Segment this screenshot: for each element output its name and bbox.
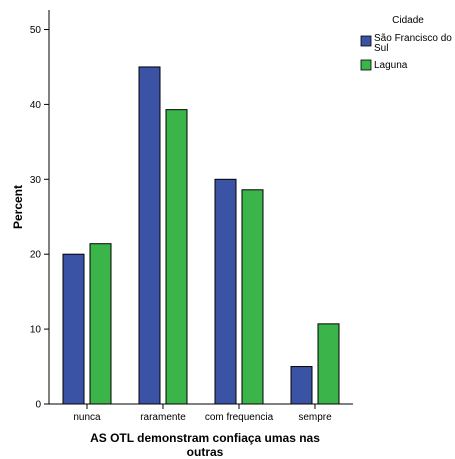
bar-sao-francisco-3 [290,366,313,405]
bars [62,66,340,405]
x-tick-label: sempre [298,412,332,423]
legend: Cidade São Francisco do Sul Laguna [360,15,452,71]
x-tick-label: nunca [73,412,101,423]
x-tick-label: com frequencia [205,412,274,423]
legend-swatch-sao-francisco [360,35,372,47]
legend-label-sao-francisco-line-1: São Francisco do [374,33,452,44]
x-axis-title-line-2: outras [187,445,224,459]
x-tick-label: raramente [140,412,186,423]
x-ticks: nunca raramente com frequencia sempre [73,404,332,423]
y-tick-label: 30 [30,175,42,186]
y-tick-label: 50 [30,25,42,36]
y-tick-label: 10 [30,325,42,336]
bar-laguna-2 [241,189,264,405]
bar-laguna-1 [165,109,188,405]
legend-swatch-laguna [360,59,372,71]
bar-laguna-3 [317,323,340,405]
bar-laguna-0 [89,243,112,405]
y-axis-title: Percent [11,185,25,229]
bar-sao-francisco-0 [62,253,85,405]
y-tick-label: 0 [35,400,41,411]
legend-title: Cidade [392,15,424,26]
legend-label-laguna: Laguna [374,60,408,71]
y-ticks: 0 10 20 30 40 50 [30,25,49,411]
x-axis-title-line-1: AS OTL demonstram confiaça umas nas [90,431,320,445]
plot-area: 0 10 20 30 40 50 nunca raramente com frequencia… [30,10,353,423]
bar-sao-francisco-2 [214,178,237,405]
legend-label-sao-francisco-line-2: Sul [374,43,388,54]
bar-sao-francisco-1 [138,66,161,405]
y-tick-label: 20 [30,250,42,261]
y-tick-label: 40 [30,100,42,111]
